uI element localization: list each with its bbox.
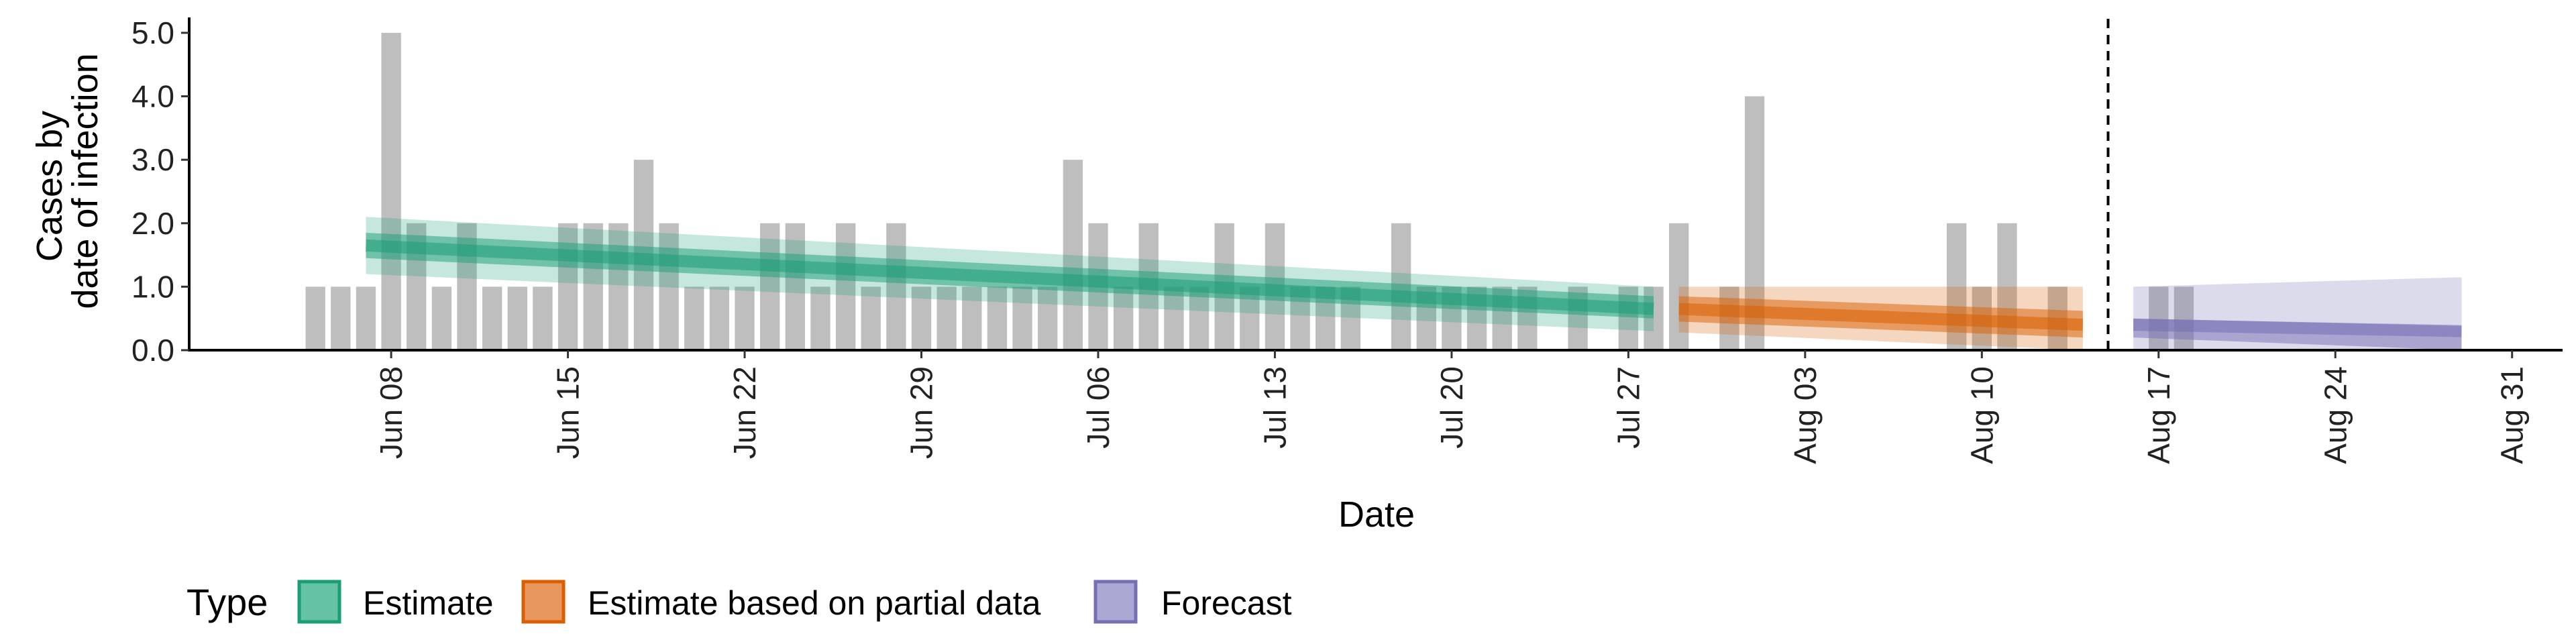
x-tick-label: Aug 24 bbox=[2318, 366, 2353, 464]
y-tick-label: 5.0 bbox=[131, 15, 174, 50]
legend-item-partial: Estimate based on partial data bbox=[521, 580, 1041, 624]
legend-key-forecast bbox=[1093, 580, 1138, 624]
ribbons-layer bbox=[366, 217, 2462, 350]
y-tick-label: 3.0 bbox=[131, 142, 174, 177]
bar bbox=[381, 32, 401, 351]
y-axis-title-line-2: date of infection bbox=[65, 53, 105, 309]
bar bbox=[1668, 223, 1689, 350]
x-tick-label: Jul 06 bbox=[1081, 366, 1116, 449]
bar bbox=[431, 286, 452, 350]
y-tick-label: 1.0 bbox=[131, 269, 174, 304]
legend-label-partial: Estimate based on partial data bbox=[588, 584, 1041, 622]
bar bbox=[1164, 286, 1184, 350]
legend-key-estimate bbox=[297, 580, 341, 624]
legend-title: Type bbox=[186, 581, 268, 623]
median-line-estimate-based-on-partial-data bbox=[1678, 303, 2084, 331]
x-tick-label: Aug 17 bbox=[2141, 366, 2176, 464]
bar bbox=[886, 223, 906, 350]
bar bbox=[810, 286, 830, 350]
bar bbox=[835, 223, 856, 350]
bar bbox=[533, 286, 553, 350]
axes-layer bbox=[188, 17, 2563, 352]
x-tick-label: Jul 20 bbox=[1434, 366, 1469, 449]
legend-item-forecast: Forecast bbox=[1093, 580, 1292, 624]
bar bbox=[1113, 286, 1134, 350]
y-tick-labels: 0.0 1.0 2.0 3.0 4.0 5.0 bbox=[131, 15, 189, 368]
y-tick-label: 0.0 bbox=[131, 333, 174, 368]
bar bbox=[936, 286, 957, 350]
x-tick-label: Jun 08 bbox=[374, 366, 409, 459]
bar bbox=[1038, 286, 1058, 350]
bar bbox=[987, 286, 1008, 350]
legend-key-partial bbox=[521, 580, 566, 624]
bar bbox=[659, 223, 679, 350]
x-tick-label: Aug 31 bbox=[2495, 366, 2530, 464]
bar bbox=[2149, 286, 2169, 350]
bar bbox=[785, 223, 805, 350]
x-axis-title: Date bbox=[1338, 494, 1415, 535]
legend-item-estimate: Estimate bbox=[297, 580, 494, 624]
x-tick-label: Jul 13 bbox=[1257, 366, 1292, 449]
x-tick-label: Jun 22 bbox=[727, 366, 762, 459]
bar bbox=[1012, 286, 1032, 350]
legend-label-forecast: Forecast bbox=[1161, 584, 1292, 622]
bar bbox=[735, 286, 755, 350]
y-tick-label: 4.0 bbox=[131, 79, 174, 114]
bar bbox=[608, 223, 629, 350]
bar bbox=[760, 223, 780, 350]
bar bbox=[1063, 160, 1083, 350]
bar bbox=[356, 286, 376, 350]
bar bbox=[709, 286, 730, 350]
bar bbox=[962, 286, 982, 350]
bar bbox=[684, 286, 704, 350]
x-tick-labels: Jun 08 Jun 15 Jun 22 Jun 29 Jul 06 Jul 13 Jul … bbox=[374, 350, 2530, 464]
bar bbox=[861, 286, 881, 350]
y-axis-title-line-1: Cases by bbox=[30, 111, 70, 262]
bar bbox=[305, 286, 325, 350]
legend-label-estimate: Estimate bbox=[363, 584, 494, 622]
x-tick-label: Aug 03 bbox=[1788, 366, 1823, 464]
x-tick-label: Aug 10 bbox=[1964, 366, 1999, 464]
bar bbox=[331, 286, 351, 350]
x-tick-label: Jul 27 bbox=[1611, 366, 1646, 449]
y-axis-title: Cases by date of infection bbox=[30, 53, 105, 309]
bar bbox=[507, 286, 527, 350]
x-tick-label: Jun 15 bbox=[551, 366, 586, 459]
legend: Type Estimate Estimate based on partial … bbox=[186, 580, 1292, 624]
median-line-forecast bbox=[2133, 319, 2462, 337]
x-tick-label: Jun 29 bbox=[904, 366, 939, 459]
bar bbox=[482, 286, 502, 350]
bar bbox=[911, 286, 932, 350]
y-tick-label: 2.0 bbox=[131, 206, 174, 241]
median-line-estimate bbox=[366, 239, 1654, 315]
